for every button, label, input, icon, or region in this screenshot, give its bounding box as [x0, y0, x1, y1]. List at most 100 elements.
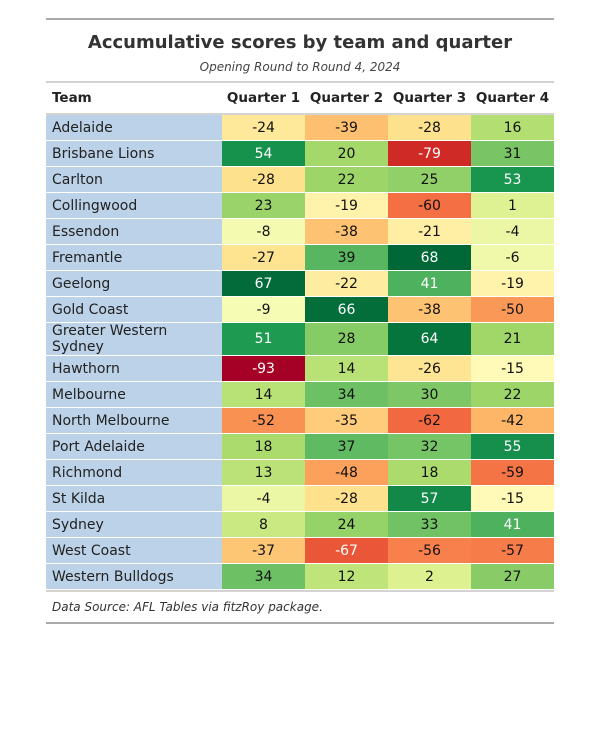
score-cell-quarter-1: 18 — [222, 433, 305, 460]
score-cell-quarter-3: -62 — [388, 407, 471, 434]
team-name-cell: Greater Western Sydney — [46, 322, 222, 356]
score-cell-quarter-3: 64 — [388, 322, 471, 356]
score-cell-quarter-2: 66 — [305, 296, 388, 323]
table-row: Brisbane Lions 54 20 -79 31 — [46, 140, 554, 167]
score-cell-quarter-2: -39 — [305, 114, 388, 141]
table-container: Accumulative scores by team and quarter … — [46, 18, 554, 624]
score-cell-quarter-3: 68 — [388, 244, 471, 271]
table-title: Accumulative scores by team and quarter — [87, 32, 513, 53]
score-cell-quarter-1: -8 — [222, 218, 305, 245]
score-cell-quarter-2: 24 — [305, 511, 388, 538]
table-row: Melbourne 14 34 30 22 — [46, 381, 554, 408]
score-cell-quarter-3: -38 — [388, 296, 471, 323]
score-cell-quarter-3: -79 — [388, 140, 471, 167]
score-cell-quarter-1: 13 — [222, 459, 305, 486]
score-cell-quarter-1: 23 — [222, 192, 305, 219]
table-row: Hawthorn -93 14 -26 -15 — [46, 355, 554, 382]
score-cell-quarter-1: -93 — [222, 355, 305, 382]
scores-table: Team Quarter 1 Quarter 2 Quarter 3 Quart… — [46, 83, 554, 590]
team-name-cell: Fremantle — [46, 244, 222, 271]
table-row: Greater Western Sydney 51 28 64 21 — [46, 322, 554, 356]
score-cell-quarter-1: -9 — [222, 296, 305, 323]
score-cell-quarter-2: 20 — [305, 140, 388, 167]
score-cell-quarter-1: -24 — [222, 114, 305, 141]
team-name-cell: Brisbane Lions — [46, 140, 222, 167]
score-cell-quarter-3: 25 — [388, 166, 471, 193]
score-cell-quarter-2: -67 — [305, 537, 388, 564]
score-cell-quarter-2: 12 — [305, 563, 388, 590]
team-name-cell: Carlton — [46, 166, 222, 193]
score-cell-quarter-2: 39 — [305, 244, 388, 271]
table-row: Western Bulldogs 34 12 2 27 — [46, 563, 554, 590]
bottom-rule — [46, 622, 554, 624]
team-name-cell: West Coast — [46, 537, 222, 564]
score-cell-quarter-3: 57 — [388, 485, 471, 512]
team-name-cell: Melbourne — [46, 381, 222, 408]
score-cell-quarter-4: 55 — [471, 433, 554, 460]
score-cell-quarter-4: -57 — [471, 537, 554, 564]
score-cell-quarter-2: -19 — [305, 192, 388, 219]
score-cell-quarter-1: -27 — [222, 244, 305, 271]
team-name-cell: Adelaide — [46, 114, 222, 141]
team-name-cell: Hawthorn — [46, 355, 222, 382]
score-cell-quarter-2: 37 — [305, 433, 388, 460]
table-row: Adelaide -24 -39 -28 16 — [46, 114, 554, 141]
score-cell-quarter-4: -15 — [471, 485, 554, 512]
source-note: Data Source: AFL Tables via fitzRoy pack… — [46, 590, 554, 622]
score-cell-quarter-1: 54 — [222, 140, 305, 167]
team-name-cell: Collingwood — [46, 192, 222, 219]
score-cell-quarter-1: 51 — [222, 322, 305, 356]
score-cell-quarter-3: -28 — [388, 114, 471, 141]
score-cell-quarter-4: -42 — [471, 407, 554, 434]
score-cell-quarter-2: 34 — [305, 381, 388, 408]
score-cell-quarter-4: 41 — [471, 511, 554, 538]
score-cell-quarter-1: -52 — [222, 407, 305, 434]
table-row: Essendon -8 -38 -21 -4 — [46, 218, 554, 245]
team-name-cell: Essendon — [46, 218, 222, 245]
team-name-cell: Port Adelaide — [46, 433, 222, 460]
score-cell-quarter-3: -60 — [388, 192, 471, 219]
table-row: Carlton -28 22 25 53 — [46, 166, 554, 193]
score-cell-quarter-1: -37 — [222, 537, 305, 564]
score-cell-quarter-4: -19 — [471, 270, 554, 297]
score-cell-quarter-3: 41 — [388, 270, 471, 297]
table-row: North Melbourne -52 -35 -62 -42 — [46, 407, 554, 434]
score-cell-quarter-1: -28 — [222, 166, 305, 193]
score-cell-quarter-2: 14 — [305, 355, 388, 382]
score-cell-quarter-2: -22 — [305, 270, 388, 297]
top-rule — [46, 18, 554, 20]
score-cell-quarter-4: 16 — [471, 114, 554, 141]
table-row: West Coast -37 -67 -56 -57 — [46, 537, 554, 564]
score-cell-quarter-3: 18 — [388, 459, 471, 486]
score-cell-quarter-2: 22 — [305, 166, 388, 193]
table-row: Geelong 67 -22 41 -19 — [46, 270, 554, 297]
score-cell-quarter-1: 8 — [222, 511, 305, 538]
header-rule — [46, 81, 554, 83]
score-cell-quarter-4: -6 — [471, 244, 554, 271]
score-cell-quarter-2: -48 — [305, 459, 388, 486]
score-cell-quarter-3: -56 — [388, 537, 471, 564]
score-cell-quarter-4: 53 — [471, 166, 554, 193]
score-cell-quarter-3: -26 — [388, 355, 471, 382]
score-cell-quarter-4: -59 — [471, 459, 554, 486]
score-cell-quarter-3: 30 — [388, 381, 471, 408]
column-header-quarter-2: Quarter 2 — [305, 83, 388, 115]
score-cell-quarter-4: 1 — [471, 192, 554, 219]
score-cell-quarter-4: 22 — [471, 381, 554, 408]
score-cell-quarter-2: -38 — [305, 218, 388, 245]
column-header-quarter-1: Quarter 1 — [222, 83, 305, 115]
score-cell-quarter-1: 14 — [222, 381, 305, 408]
score-cell-quarter-2: 28 — [305, 322, 388, 356]
team-name-cell: Gold Coast — [46, 296, 222, 323]
table-row: Port Adelaide 18 37 32 55 — [46, 433, 554, 460]
score-cell-quarter-4: -15 — [471, 355, 554, 382]
score-cell-quarter-2: -35 — [305, 407, 388, 434]
team-name-cell: Richmond — [46, 459, 222, 486]
team-name-cell: Geelong — [46, 270, 222, 297]
table-row: Fremantle -27 39 68 -6 — [46, 244, 554, 271]
table-row: Sydney 8 24 33 41 — [46, 511, 554, 538]
table-row: St Kilda -4 -28 57 -15 — [46, 485, 554, 512]
team-name-cell: Western Bulldogs — [46, 563, 222, 590]
score-cell-quarter-3: 2 — [388, 563, 471, 590]
score-cell-quarter-4: -50 — [471, 296, 554, 323]
